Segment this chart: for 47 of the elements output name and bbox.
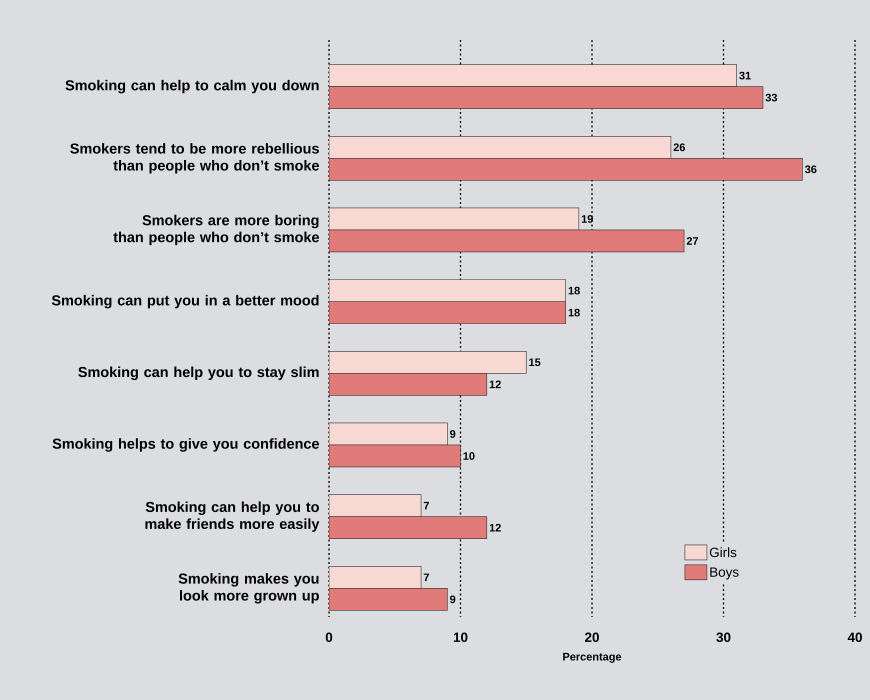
bar (329, 588, 448, 611)
y-tick-label: Smokers are more boring than people who don’t smoke (113, 214, 320, 246)
data-label: 15 (529, 358, 540, 366)
data-label: 9 (450, 430, 456, 438)
data-label: 31 (739, 72, 751, 80)
data-label: 33 (766, 94, 778, 102)
data-label: 18 (568, 308, 580, 317)
bar (329, 494, 422, 517)
bar (329, 64, 737, 87)
bar (329, 136, 672, 159)
x-tick-label: 20 (584, 632, 599, 642)
data-label: 7 (424, 502, 429, 510)
bar (329, 279, 566, 302)
y-tick-label: Smoking can help to calm you down (65, 80, 319, 94)
bar (329, 301, 566, 324)
data-label: 18 (568, 286, 580, 295)
bar (329, 351, 527, 374)
bar (329, 86, 764, 109)
data-label: 26 (674, 143, 685, 152)
bar (329, 373, 488, 396)
legend-label: Girls (710, 547, 736, 558)
bar (329, 230, 684, 252)
bar (329, 566, 422, 589)
y-tick-label: Smoking helps to give you confidence (52, 438, 319, 452)
bar (329, 422, 448, 446)
y-tick-label: Smoking can help you to make friends more easily (145, 501, 320, 532)
x-tick-label: 10 (454, 632, 468, 642)
x-tick-label: 30 (716, 632, 730, 642)
bar (329, 444, 461, 468)
data-label: 36 (804, 165, 816, 174)
x-tick-label: 40 (848, 632, 862, 642)
data-label: 9 (450, 595, 456, 604)
y-tick-label: Smoking can put you in a better mood (52, 294, 319, 308)
legend-label: Boys (710, 567, 739, 580)
bar (329, 158, 803, 181)
y-tick-label: Smoking can help you to stay slim (78, 366, 319, 380)
x-tick-label: 0 (326, 632, 332, 642)
data-label: 7 (424, 574, 429, 582)
data-label: 12 (490, 380, 501, 388)
bar (329, 516, 488, 539)
x-axis-title: Percentage (563, 652, 622, 663)
bar (329, 208, 580, 230)
data-label: 27 (686, 237, 698, 245)
data-label: 12 (490, 524, 501, 532)
data-label: 10 (463, 452, 475, 460)
y-tick-label: Smokers tend to be more rebellious than people who don’t smoke (70, 143, 320, 174)
y-tick-label: Smoking makes you look more grown up (178, 573, 319, 604)
